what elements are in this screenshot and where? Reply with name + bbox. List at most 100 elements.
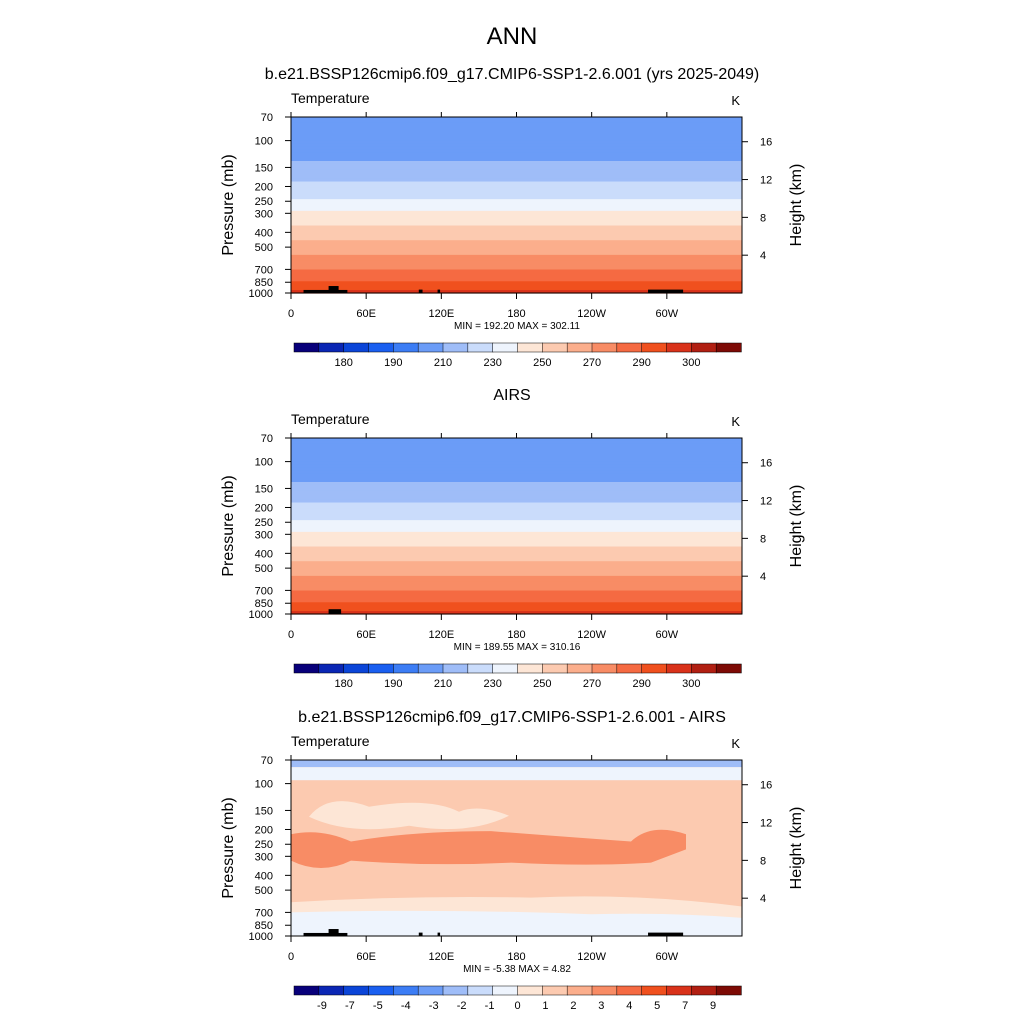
contour-band <box>291 169 742 174</box>
colorbar-swatch <box>666 663 692 674</box>
contour-band <box>291 440 742 445</box>
diff-surface-band <box>291 910 742 936</box>
colorbar-swatch <box>442 342 469 353</box>
units-label: K <box>731 414 740 429</box>
contour-band <box>291 187 742 191</box>
y-tick-label: 850 <box>255 277 273 289</box>
land-block <box>328 609 342 614</box>
colorbar-label: -1 <box>485 1000 495 1012</box>
colorbar-swatch <box>591 342 618 353</box>
contour-band <box>291 496 742 501</box>
y-tick-label: 500 <box>255 885 273 897</box>
y-axis-title: Pressure (mb) <box>220 797 237 898</box>
colorbar-label: -5 <box>373 1000 383 1012</box>
colorbar-swatch <box>343 663 370 674</box>
contour-field <box>291 438 742 615</box>
y-tick-label: 200 <box>255 502 273 514</box>
contour-band <box>291 558 742 562</box>
variable-label: Temperature <box>291 411 370 427</box>
panels: b.e21.BSSP126cmip6.f09_g17.CMIP6-SSP1-2.… <box>220 66 805 1012</box>
contour-band <box>291 125 742 130</box>
x-tick-label: 120E <box>428 629 454 641</box>
contour-band <box>291 564 742 568</box>
contour-band <box>291 284 742 288</box>
y-tick-label: 150 <box>255 162 273 174</box>
y-right-tick-label: 12 <box>760 496 772 508</box>
colorbar-swatch <box>715 985 742 996</box>
contour-band <box>291 117 742 121</box>
contour-band <box>291 134 742 139</box>
colorbar-label: 210 <box>434 678 452 690</box>
contour-band <box>291 234 742 238</box>
y-tick-label: 1000 <box>249 609 273 621</box>
contour-band <box>291 281 742 285</box>
land-block <box>328 929 339 936</box>
land-block <box>418 932 423 936</box>
contour-band <box>291 611 742 615</box>
contour-band <box>291 534 742 539</box>
stats-label: MIN = -5.38 MAX = 4.82 <box>463 964 571 975</box>
y-tick-label: 70 <box>261 112 273 124</box>
y-tick-label: 70 <box>261 433 273 445</box>
contour-band <box>291 231 742 235</box>
contour-band <box>291 461 742 465</box>
land-block <box>328 286 339 293</box>
y-right-axis-title: Height (km) <box>788 807 805 890</box>
contour-band <box>291 511 742 515</box>
y-tick-label: 150 <box>255 805 273 817</box>
colorbar-label: -7 <box>345 1000 355 1012</box>
colorbar-label: 300 <box>682 678 700 690</box>
contour-band <box>291 228 742 232</box>
colorbar-swatch <box>293 663 320 674</box>
x-tick-label: 0 <box>288 308 294 320</box>
contour-band <box>291 210 742 215</box>
colorbar-swatch <box>318 663 345 674</box>
colorbar-swatch <box>542 985 568 996</box>
contour-band <box>291 561 742 565</box>
y-tick-label: 300 <box>255 851 273 863</box>
y-right-tick-label: 8 <box>760 212 766 224</box>
colorbar-swatch <box>616 342 643 353</box>
colorbar-swatch <box>393 663 419 674</box>
contour-band <box>291 455 742 460</box>
contour-band <box>291 143 742 147</box>
contour-band <box>291 546 742 551</box>
contour-field <box>291 117 742 294</box>
y-right-tick-label: 12 <box>760 818 772 830</box>
contour-band <box>291 599 742 603</box>
contour-band <box>291 552 742 556</box>
contour-band <box>291 205 742 209</box>
contour-band <box>291 184 742 188</box>
colorbar-label: 270 <box>583 678 601 690</box>
contour-band <box>291 119 742 124</box>
y-axis-title: Pressure (mb) <box>220 475 237 576</box>
y-tick-label: 250 <box>255 196 273 208</box>
colorbar-label: 7 <box>682 1000 688 1012</box>
colorbar-label: 2 <box>570 1000 576 1012</box>
units-label: K <box>731 93 740 108</box>
y-tick-label: 850 <box>255 598 273 610</box>
contour-band <box>291 578 742 583</box>
contour-band <box>291 575 742 580</box>
contour-band <box>291 161 742 165</box>
colorbar-swatch <box>393 342 419 353</box>
colorbar-swatch <box>591 663 618 674</box>
y-tick-label: 400 <box>255 870 273 882</box>
colorbar-swatch <box>715 663 742 674</box>
contour-band <box>291 473 742 477</box>
variable-label: Temperature <box>291 90 370 106</box>
contour-band <box>291 140 742 144</box>
colorbar-swatch <box>492 985 519 996</box>
land-mask <box>303 286 684 293</box>
contour-band <box>291 272 742 276</box>
x-tick-label: 120W <box>577 308 606 320</box>
contour-band <box>291 237 742 241</box>
x-tick-label: 180 <box>507 951 525 963</box>
colorbar-label: -3 <box>429 1000 439 1012</box>
x-tick-label: 60W <box>656 951 679 963</box>
contour-band <box>291 202 742 206</box>
colorbar-swatch <box>318 985 345 996</box>
page-title: ANN <box>487 23 538 50</box>
y-right-tick-label: 8 <box>760 855 766 867</box>
contour-band <box>291 199 742 203</box>
